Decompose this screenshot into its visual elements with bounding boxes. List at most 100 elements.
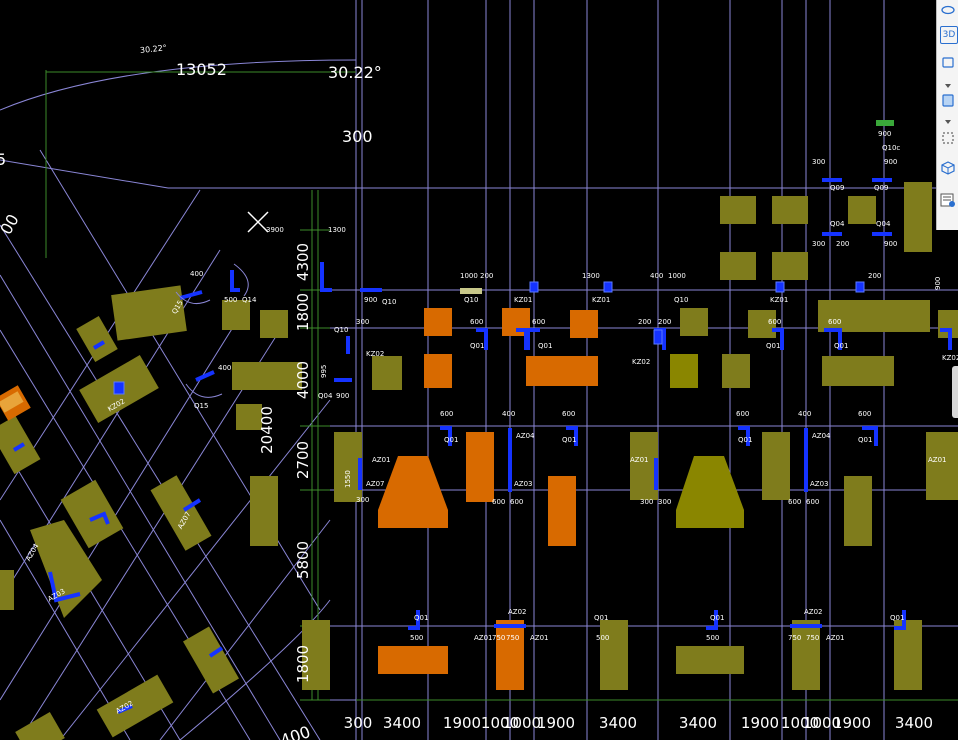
dim-200: 200 (868, 272, 881, 280)
dim-400: 400 (218, 364, 231, 372)
dim-600: 600 (788, 498, 801, 506)
label-q10: Q10 (382, 298, 396, 306)
label-q01: Q01 (470, 342, 484, 350)
label-q09: Q09 (874, 184, 888, 192)
angle-dim-text: 30.22° (328, 63, 382, 82)
dim-750: 750 (506, 634, 519, 642)
label-q04: Q04 (830, 220, 845, 228)
label-kz01: KZ01 (770, 296, 788, 304)
dim-800: 900 (878, 130, 891, 138)
dim-1300: 1300 (582, 272, 600, 280)
angle-leader-arcs (175, 263, 249, 398)
selection-box-icon[interactable] (940, 130, 956, 146)
dim-600: 600 (510, 498, 523, 506)
bottom-dim-text: 300 (344, 714, 373, 732)
label-q01: Q01 (594, 614, 608, 622)
dim-600: 600 (470, 318, 483, 326)
iso-cube-icon[interactable] (940, 160, 956, 176)
blue-small-columns (113, 281, 865, 395)
bottom-dim-text: 3400 (679, 714, 717, 732)
label-q10: Q10 (674, 296, 688, 304)
dim-200: 200 (480, 272, 493, 280)
dim-600: 600 (828, 318, 841, 326)
yellow-bar-element (460, 288, 482, 294)
label-az01: AZ01 (826, 634, 845, 642)
label-az07: AZ07 (366, 480, 385, 488)
dim-1550: 1550 (344, 470, 352, 488)
dim-995: 995 (320, 365, 328, 378)
green-label-element (876, 120, 894, 126)
chevron-down-icon[interactable] (940, 78, 956, 94)
olive-column-blocks (0, 182, 958, 740)
vertical-dimension-texts: 4300 1800 4000 20400 2700 5800 1800 (258, 243, 312, 683)
label-az01: AZ01 (372, 456, 391, 464)
orange-label-element (0, 391, 24, 413)
vertical-dim-text: 1800 (294, 293, 312, 331)
dim-200: 200 (658, 318, 671, 326)
label-q04: Q04 (876, 220, 891, 228)
dim-400: 400 (502, 410, 515, 418)
dim-600: 600 (858, 410, 871, 418)
label-kz02: KZ02 (942, 354, 958, 362)
label-q01: Q01 (766, 342, 780, 350)
label-q01: Q01 (414, 614, 428, 622)
dim-500: 500 (706, 634, 719, 642)
3d-view-label: 3D (942, 29, 956, 40)
cube-shaded-icon[interactable] (940, 92, 956, 108)
bottom-dim-text: 3400 (599, 714, 637, 732)
side-panel-handle[interactable] (952, 366, 958, 418)
label-q01: Q01 (834, 342, 848, 350)
vertical-dim-text: 5800 (294, 541, 312, 579)
dim-400: 400 (798, 410, 811, 418)
dim-300: 300 (812, 158, 825, 166)
label-q01: Q01 (858, 436, 872, 444)
label-q04: Q04 (318, 392, 333, 400)
label-q01: Q01 (738, 436, 752, 444)
dim-900: 900 (336, 392, 349, 400)
layer-list-icon[interactable] (940, 192, 956, 208)
vertical-dim-text: 1800 (294, 645, 312, 683)
label-az04: AZ04 (516, 432, 535, 440)
view-toolbar: 3D (936, 0, 958, 230)
dim-1000: 1000 (460, 272, 478, 280)
label-q14: Q14 (242, 296, 257, 304)
bottom-dim-text: 1900 (833, 714, 871, 732)
bottom-dim-text: 1900 (537, 714, 575, 732)
chevron-down-icon[interactable] (940, 114, 956, 130)
ring-icon[interactable] (940, 2, 956, 18)
dim-300: 300 (812, 240, 825, 248)
dim-600: 600 (492, 498, 505, 506)
label-q15: Q15 (194, 402, 208, 410)
label-q10: Q10 (334, 326, 348, 334)
label-q01: Q01 (562, 436, 576, 444)
label-q01: Q01 (444, 436, 458, 444)
3d-view-icon[interactable]: 3D (940, 26, 958, 44)
label-kz02: KZ02 (366, 350, 384, 358)
dim-750: 750 (806, 634, 819, 642)
dim-500: 500 (410, 634, 423, 642)
label-q01: Q01 (538, 342, 552, 350)
dim-900: 900 (934, 277, 942, 290)
dim-300: 300 (356, 496, 369, 504)
bottom-dim-text: 1000 (803, 714, 841, 732)
dim-750: 750 (788, 634, 801, 642)
label-az03: AZ03 (514, 480, 533, 488)
dim-300: 300 (356, 318, 369, 326)
dim-600: 600 (806, 498, 819, 506)
dim-500: 500 (596, 634, 609, 642)
label-q10c: Q10c (882, 144, 900, 152)
dimension-lines (45, 70, 958, 701)
vertical-dim-text: 20400 (258, 406, 276, 454)
cube-outline-icon[interactable] (940, 54, 956, 70)
label-az01: AZ01 (928, 456, 947, 464)
label-kz01: KZ01 (514, 296, 532, 304)
dim-200: 200 (638, 318, 651, 326)
blue-wall-sections (12, 178, 952, 714)
dim-400: 400 (190, 270, 203, 278)
label-q10: Q10 (464, 296, 478, 304)
dim-text-300-top: 300 (342, 127, 373, 146)
label-q09: Q09 (830, 184, 844, 192)
